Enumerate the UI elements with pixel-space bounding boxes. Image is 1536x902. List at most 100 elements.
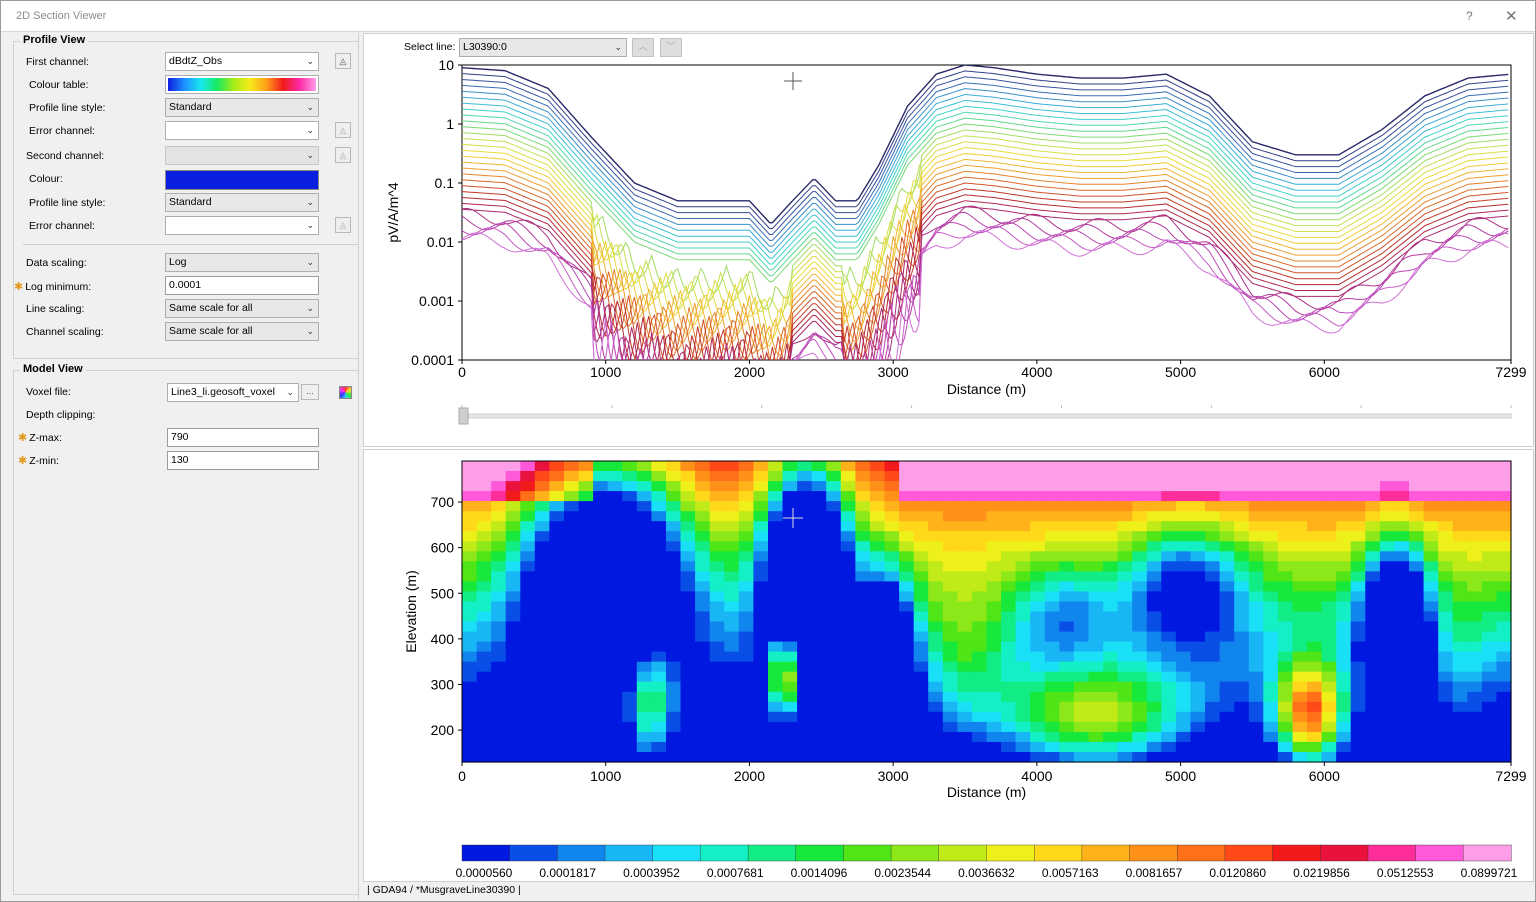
profile-series-line	[462, 76, 1509, 235]
heatmap-cell	[622, 591, 638, 602]
profile-series-line	[462, 65, 1509, 224]
heatmap-cell	[1161, 651, 1177, 663]
y-tick-label: 1	[446, 116, 454, 132]
profile-slider-handle[interactable]	[458, 407, 469, 425]
heatmap-cell	[869, 501, 886, 512]
help-button[interactable]: ?	[1466, 9, 1473, 23]
error-channel-options-icon[interactable]: ◬	[335, 122, 351, 138]
next-line-button[interactable]: ﹀	[660, 38, 682, 57]
line-scaling-select[interactable]: Same scale for all ⌄	[165, 299, 319, 318]
heatmap-cell	[1190, 541, 1206, 552]
heatmap-cell	[709, 541, 725, 552]
heatmap-cell	[1088, 701, 1104, 713]
colorbar-swatch	[700, 844, 749, 862]
profile-slider-track[interactable]	[461, 413, 1512, 419]
heatmap-cell	[520, 651, 536, 663]
heatmap-cell	[680, 551, 696, 562]
previous-line-button[interactable]: ︿	[632, 38, 654, 57]
heatmap-cell	[1001, 591, 1017, 602]
heatmap-cell	[1394, 531, 1410, 542]
channel-scaling-select[interactable]: Same scale for all ⌄	[165, 322, 319, 341]
heatmap-cell	[1452, 711, 1468, 723]
heatmap-cell	[1001, 581, 1017, 592]
heatmap-cell	[1336, 651, 1352, 663]
error-channel-2-select[interactable]: ⌄	[165, 216, 319, 235]
heatmap-cell	[986, 601, 1002, 613]
heatmap-cell	[1321, 631, 1337, 643]
heatmap-cell	[1277, 591, 1294, 602]
heatmap-cell	[666, 701, 682, 713]
colour-swatch[interactable]	[165, 170, 319, 190]
heatmap-cell	[564, 711, 580, 723]
heatmap-cell	[724, 681, 740, 693]
heatmap-cell	[1292, 752, 1308, 763]
heatmap-cell	[695, 541, 711, 552]
heatmap-cell	[1001, 561, 1017, 572]
heatmap-cell	[928, 551, 944, 562]
heatmap-cell	[1277, 571, 1294, 582]
heatmap-cell	[1146, 621, 1162, 633]
heatmap-cell	[534, 541, 550, 552]
heatmap-cell	[1146, 671, 1162, 683]
profile-chart[interactable]: 0 1000 2000 3000 4000 5000 6000 72991010.10.010…	[364, 34, 1533, 446]
heatmap-cell	[593, 581, 609, 592]
second-channel-options-icon[interactable]: ◬	[335, 147, 351, 163]
heatmap-cell	[1496, 621, 1512, 633]
profile-line-style-select[interactable]: Standard ⌄	[165, 98, 319, 117]
heatmap-cell	[811, 561, 827, 572]
heatmap-cell	[636, 541, 652, 552]
heatmap-cell	[826, 481, 842, 492]
heatmap-cell	[1379, 541, 1396, 552]
heatmap-cell	[1321, 721, 1337, 733]
heatmap-cell	[1394, 501, 1410, 512]
first-channel-select[interactable]: dBdtZ_Obs ⌄	[165, 52, 319, 71]
heatmap-cell	[826, 641, 842, 653]
heatmap-cell	[869, 661, 886, 673]
channel-options-icon[interactable]: ◬	[335, 53, 351, 69]
select-line-dropdown[interactable]: L30390:0 ⌄	[459, 38, 627, 57]
heatmap-cell	[1394, 571, 1410, 582]
profile-line-style-2-select[interactable]: Standard ⌄	[165, 193, 319, 212]
heatmap-cell	[666, 501, 682, 512]
colour-table-select[interactable]	[165, 75, 319, 94]
heatmap-cell	[1219, 721, 1235, 733]
heatmap-cell	[1336, 731, 1352, 743]
heatmap-cell	[593, 721, 609, 733]
heatmap-cell	[855, 661, 871, 673]
heatmap-cell	[1088, 681, 1104, 693]
heatmap-cell	[869, 752, 886, 763]
heatmap-cell	[1248, 471, 1264, 482]
heatmap-cell	[695, 591, 711, 602]
data-scaling-select[interactable]: Log ⌄	[165, 253, 319, 272]
z-max-input[interactable]: 790	[167, 428, 319, 447]
heatmap-cell	[1394, 581, 1410, 592]
z-min-input[interactable]: 130	[167, 451, 319, 470]
heatmap-cell	[1409, 541, 1425, 552]
log-minimum-input[interactable]: 0.0001	[165, 276, 319, 295]
browse-button[interactable]: ...	[301, 384, 319, 400]
heatmap-cell	[1248, 511, 1264, 522]
error-channel-select[interactable]: ⌄	[165, 121, 319, 140]
model-chart[interactable]: 0 1000 2000 3000 4000 5000 6000 729970060050040…	[364, 450, 1533, 882]
heatmap-cell	[1088, 571, 1104, 582]
heatmap-cell	[913, 491, 929, 502]
colour-palette-icon[interactable]	[339, 386, 352, 399]
heatmap-cell	[709, 741, 725, 753]
heatmap-cell	[1161, 521, 1177, 532]
heatmap-cell	[1146, 681, 1162, 693]
heatmap-cell	[797, 601, 813, 613]
heatmap-cell	[1030, 481, 1046, 492]
close-icon[interactable]: ✕	[1505, 8, 1518, 25]
voxel-file-select[interactable]: Line3_li.geosoft_voxel ⌄	[167, 383, 299, 402]
heatmap-cell	[607, 511, 623, 522]
heatmap-cell	[899, 701, 915, 713]
heatmap-cell	[1365, 621, 1381, 633]
error-channel-2-options-icon[interactable]: ◬	[335, 217, 351, 233]
heatmap-cell	[476, 531, 492, 542]
heatmap-cell	[564, 721, 580, 733]
heatmap-cell	[564, 591, 580, 602]
profile-series-line	[462, 123, 1509, 283]
heatmap-cell	[855, 601, 871, 613]
second-channel-select[interactable]: ⌄	[165, 146, 319, 165]
heatmap-cell	[549, 481, 565, 492]
